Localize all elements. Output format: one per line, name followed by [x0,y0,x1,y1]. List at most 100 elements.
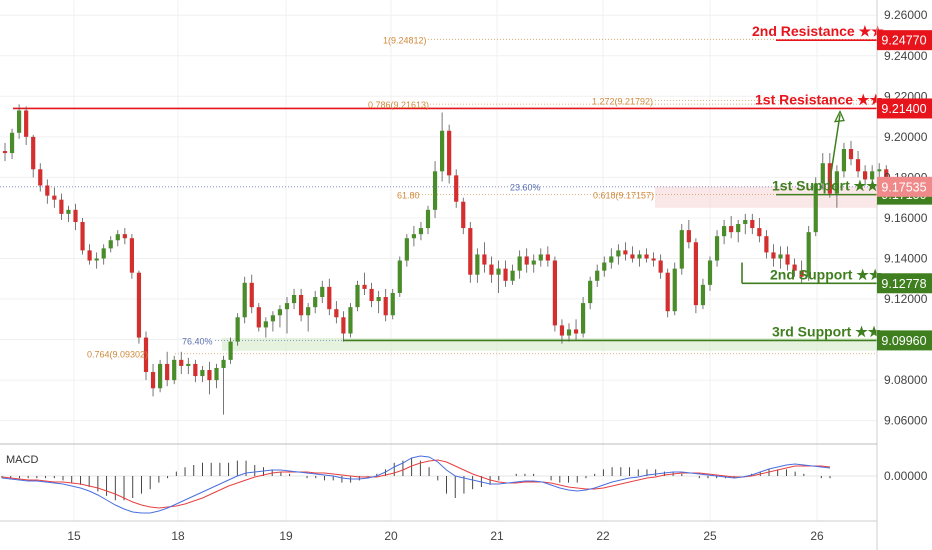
y-tick-label: 9.12000 [884,292,928,306]
support-2-price-text: 9.12778 [881,277,926,291]
x-tick-label: 22 [596,529,610,543]
candle-bullish [679,230,684,269]
candle-bearish [665,272,670,312]
candle-bullish [397,260,402,293]
resistance-1-price-text: 9.21400 [881,102,926,116]
candle-bearish [256,307,261,328]
x-tick-label: 21 [490,529,504,543]
candle-bullish [510,270,515,281]
macd-signal-line [1,459,831,509]
candle-bearish [658,260,663,273]
annotations: 1(9.24812) 0.786(9.21613) 1.272(9.21792) 23… [87,23,884,360]
candle-bullish [475,254,480,275]
candle-bullish [411,234,416,239]
candle-bullish [820,163,825,184]
candle-bearish [651,258,656,261]
x-tick-label: 20 [384,529,398,543]
candle-bullish [778,254,783,259]
candle-bullish [17,110,22,133]
candle-bullish [806,232,811,277]
price-badges: 9.247709.214009.171509.127789.099609.175… [877,30,932,351]
candle-bearish [129,238,134,273]
candle-bullish [602,262,607,271]
candle-bearish [855,159,861,172]
x-tick-label: 15 [67,529,81,543]
candle-bearish [165,363,170,381]
candle-bullish [588,280,593,304]
candle-bearish [45,185,50,196]
candle-bearish [559,325,565,336]
candle-bullish [101,248,106,259]
candle-bearish [729,226,734,233]
support-3-price-badge [877,330,932,351]
candle-bearish [24,110,29,137]
y-tick-label: 9.14000 [884,251,928,265]
support-3-price-text: 9.09960 [881,334,926,348]
candle-bearish [31,136,36,170]
candle-bearish [848,149,854,160]
candle-bearish [552,260,557,326]
candle-bullish [722,226,727,237]
candle-bearish [87,250,92,261]
fib-label: 1.272(9.21792) [592,97,653,107]
y-tick-label: 9.20000 [884,130,928,144]
fib-label: 0.786(9.21613) [368,100,429,110]
x-tick-label: 18 [171,529,185,543]
candle-bearish [863,171,868,180]
resistance-2-price-badge [877,30,932,51]
candle-bullish [425,209,431,229]
candle-bullish [158,363,163,389]
candle-bearish [686,230,691,243]
candle-bullish [200,370,205,377]
candle-bullish [94,258,99,261]
support-2-price-badge [877,273,932,294]
support-zone-1 [655,186,877,208]
candle-bearish [59,199,64,214]
candle-bullish [214,367,219,381]
candle-bearish [884,169,889,182]
candle-bearish [630,254,635,259]
candle-bearish [52,195,57,200]
candle-bullish [320,286,325,298]
x-tick-label: 26 [810,529,824,543]
candle-bearish [73,209,78,222]
candle-bearish [482,254,487,265]
candle-bearish [489,264,494,275]
candle-bearish [299,294,304,316]
candle-bullish [517,256,522,271]
candle-bullish [390,292,395,316]
current-price-badge [877,176,932,197]
candlestick-series [2,104,889,415]
fib-label: 23.60% [510,183,541,193]
candle-bullish [870,171,875,180]
candle-bearish [503,268,508,281]
candle-bearish [249,282,254,308]
resistance-1-price-badge [877,98,932,119]
candle-bearish [369,288,374,302]
candle-bullish [672,268,677,312]
candle-bullish [242,282,247,318]
candle-bearish [693,242,698,306]
candle-bearish [193,363,198,377]
candle-bullish [581,303,586,334]
candle-bullish [440,130,445,172]
candle-bullish [418,228,424,235]
candle-bullish [595,270,600,281]
candle-bullish [538,254,543,261]
candle-bearish [143,337,149,373]
support-3-label: 3rd Support ★★ [772,323,881,339]
y-tick-label: 9.26000 [884,8,928,22]
candle-bullish [743,219,748,225]
candle-bearish [80,222,85,251]
candle-bearish [447,130,452,176]
candle-bearish [362,284,367,289]
candle-bearish [545,254,550,261]
candle-bullish [707,260,713,285]
resistance-2-price-text: 9.24770 [881,34,926,48]
horizontal-levels [0,38,877,355]
candle-bullish [813,183,818,233]
candle-bullish [877,169,882,172]
y-tick-label: 9.16000 [884,211,928,225]
resistance-2-label: 2nd Resistance ★★ [752,23,884,39]
candle-bullish [284,303,290,310]
